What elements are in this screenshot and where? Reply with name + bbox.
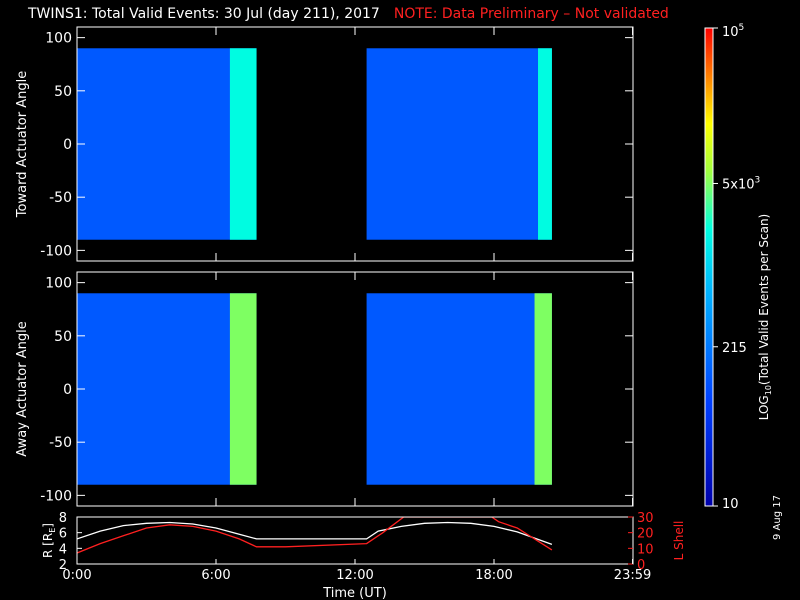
data-block-1 <box>77 48 257 240</box>
colorbar-tick-label: 105 <box>722 23 744 40</box>
data-block-2 <box>366 293 552 485</box>
y-tick-label: 0 <box>63 382 72 398</box>
data-block-2 <box>366 48 552 240</box>
y-right-tick-label: 20 <box>637 527 654 542</box>
colorbar-tick-text: 10 <box>722 497 739 512</box>
colorbar-label: LOG10(Total Valid Events per Scan) <box>757 214 773 421</box>
preliminary-note: NOTE: Data Preliminary – Not validated <box>393 6 669 22</box>
colorbar-label-sub: 10 <box>764 385 773 395</box>
y-tick-label: 8 <box>59 511 67 526</box>
x-tick-label: 0:00 <box>62 568 91 583</box>
x-tick-label: 23:59 <box>614 568 651 583</box>
plot-title: TWINS1: Total Valid Events: 30 Jul (day … <box>28 6 669 22</box>
lshell-series-line <box>77 517 553 554</box>
y-tick-label: 4 <box>59 542 67 557</box>
x-axis-label: Time (UT) <box>322 586 387 600</box>
colorbar-scale <box>705 28 713 506</box>
bright-band-1 <box>229 293 257 485</box>
y-axis-label: Away Actuator Angle <box>15 321 30 456</box>
colorbar-tick-sup: 5 <box>739 23 745 33</box>
colorbar-tick-text: 215 <box>722 341 747 356</box>
title-text: TWINS1: Total Valid Events: 30 Jul (day … <box>28 6 380 22</box>
y-tick-label: 0 <box>63 137 72 153</box>
y-tick-label: 50 <box>54 329 72 345</box>
y-axis-label-end: ] <box>41 523 55 528</box>
y-axis-label-sub: E <box>48 528 57 533</box>
y-tick-label: 2 <box>59 558 67 573</box>
x-tick-label: 6:00 <box>201 568 230 583</box>
bright-band-2 <box>538 48 552 240</box>
panel-top: 100 50 0 -50 -100 Toward Actuator Angle <box>15 26 634 262</box>
colorbar-frame <box>704 27 714 507</box>
r-series-line <box>77 521 553 546</box>
colorbar-tick-label: 215 <box>722 341 747 356</box>
panel-frame <box>76 516 634 565</box>
y-axis-label: R [RE] <box>41 523 57 558</box>
y-tick-label: -100 <box>40 243 72 259</box>
y-right-tick-label: 30 <box>637 511 654 526</box>
y-tick-label: 50 <box>54 84 72 100</box>
colorbar-tick-text: 5x10 <box>722 177 755 192</box>
bright-band-1 <box>229 48 257 240</box>
colorbar-label-suffix: (Total Valid Events per Scan) <box>757 214 771 385</box>
colorbar-tick-label: 10 <box>722 497 739 512</box>
colorbar-label-prefix: LOG <box>757 395 771 420</box>
y-right-tick-label: 10 <box>637 542 654 557</box>
y-tick-label: -100 <box>40 488 72 504</box>
y-tick-label: 100 <box>45 31 72 47</box>
colorbar-tick-text: 10 <box>722 25 739 40</box>
y-tick-label: 6 <box>59 527 67 542</box>
y-axis-label: Toward Actuator Angle <box>15 71 30 218</box>
data-block-1 <box>77 293 257 485</box>
x-tick-label: 18:00 <box>475 568 512 583</box>
colorbar-tick-label: 5x103 <box>722 175 760 192</box>
y-right-axis-label: L Shell <box>672 521 686 561</box>
y-tick-label: 100 <box>45 276 72 292</box>
y-axis-label-main: R [R <box>41 533 55 558</box>
x-tick-label: 12:00 <box>336 568 373 583</box>
panel-middle: 100 50 0 -50 -100 Away Actuator Angle <box>15 271 634 507</box>
colorbar-tick-sup: 3 <box>755 175 761 185</box>
date-stamp: 9 Aug 17 <box>772 495 783 540</box>
bright-band-2 <box>534 293 552 485</box>
y-right-tick-label: 0 <box>637 558 645 573</box>
y-tick-label: -50 <box>49 190 72 206</box>
y-tick-label: -50 <box>49 435 72 451</box>
